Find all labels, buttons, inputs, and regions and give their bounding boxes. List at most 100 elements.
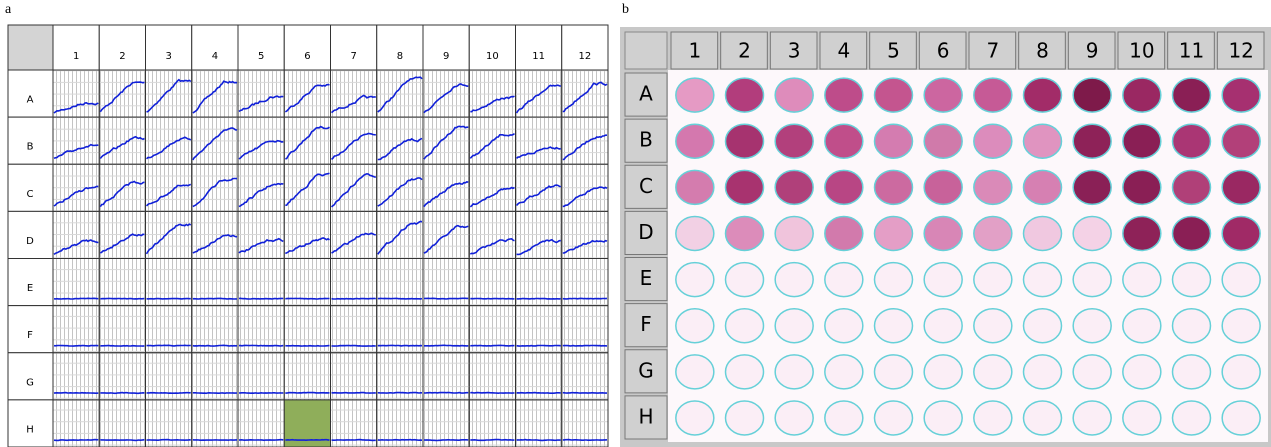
well bbox=[1173, 309, 1211, 343]
column-header bbox=[238, 25, 284, 70]
well bbox=[1073, 355, 1111, 389]
well bbox=[1123, 124, 1161, 158]
well bbox=[1173, 401, 1211, 435]
trace bbox=[100, 298, 144, 299]
trace bbox=[100, 393, 144, 394]
well bbox=[1173, 78, 1211, 112]
well bbox=[676, 355, 714, 389]
well bbox=[726, 170, 764, 204]
row-label: C bbox=[639, 174, 653, 198]
trace bbox=[193, 345, 237, 346]
column-label: 5 bbox=[887, 39, 900, 63]
row-label: F bbox=[640, 312, 652, 336]
column-label: 11 bbox=[532, 51, 545, 62]
well bbox=[875, 124, 913, 158]
well bbox=[825, 401, 863, 435]
trace bbox=[147, 345, 191, 346]
well bbox=[875, 78, 913, 112]
well bbox=[1123, 170, 1161, 204]
trace bbox=[424, 345, 468, 346]
well bbox=[875, 216, 913, 250]
trace bbox=[54, 440, 98, 441]
well bbox=[974, 216, 1012, 250]
well bbox=[1123, 78, 1161, 112]
well bbox=[825, 216, 863, 250]
well-cell bbox=[146, 211, 192, 258]
well bbox=[1024, 124, 1062, 158]
well bbox=[825, 263, 863, 297]
well bbox=[726, 355, 764, 389]
column-header bbox=[377, 25, 423, 70]
well bbox=[1073, 216, 1111, 250]
column-label: 12 bbox=[1228, 39, 1253, 63]
well bbox=[676, 263, 714, 297]
well bbox=[775, 216, 813, 250]
well bbox=[924, 78, 962, 112]
trace bbox=[332, 346, 376, 347]
column-label: 4 bbox=[212, 51, 218, 62]
well bbox=[1024, 216, 1062, 250]
column-label: 3 bbox=[165, 51, 171, 62]
well bbox=[1073, 263, 1111, 297]
trace bbox=[378, 440, 422, 441]
row-label: D bbox=[638, 220, 653, 244]
trace bbox=[470, 440, 514, 441]
corner-cell bbox=[8, 25, 53, 70]
well bbox=[775, 263, 813, 297]
well bbox=[974, 355, 1012, 389]
well-cell bbox=[146, 164, 192, 211]
trace bbox=[285, 393, 329, 394]
well bbox=[1123, 309, 1161, 343]
column-label: 4 bbox=[837, 39, 850, 63]
trace bbox=[239, 440, 283, 441]
column-label: 1 bbox=[688, 39, 701, 63]
well bbox=[676, 78, 714, 112]
well bbox=[974, 309, 1012, 343]
well-cell bbox=[331, 164, 377, 211]
panel-label: a bbox=[5, 2, 12, 17]
well bbox=[775, 170, 813, 204]
well-area bbox=[668, 70, 1268, 442]
well-cell bbox=[99, 70, 145, 117]
well bbox=[1222, 355, 1260, 389]
trace bbox=[147, 440, 191, 441]
column-label: 12 bbox=[579, 51, 592, 62]
well bbox=[1073, 401, 1111, 435]
column-label: 8 bbox=[1036, 39, 1049, 63]
well bbox=[924, 124, 962, 158]
trace bbox=[563, 298, 607, 299]
trace bbox=[332, 393, 376, 394]
figure: a 123456789101112ABCDEFGH b 123456789101… bbox=[0, 0, 1271, 447]
well bbox=[726, 124, 764, 158]
row-label: A bbox=[639, 82, 653, 106]
well bbox=[775, 124, 813, 158]
well bbox=[875, 309, 913, 343]
well-cell bbox=[516, 164, 562, 211]
well bbox=[974, 78, 1012, 112]
well-cell bbox=[53, 117, 99, 164]
well bbox=[1173, 170, 1211, 204]
row-label: E bbox=[27, 283, 33, 294]
column-label: 10 bbox=[486, 51, 499, 62]
well bbox=[924, 355, 962, 389]
well bbox=[1222, 170, 1260, 204]
well-cell bbox=[99, 117, 145, 164]
trace bbox=[517, 346, 561, 347]
column-label: 2 bbox=[119, 51, 125, 62]
well bbox=[1173, 124, 1211, 158]
column-label: 6 bbox=[304, 51, 310, 62]
column-label: 5 bbox=[258, 51, 264, 62]
row-header bbox=[8, 259, 53, 306]
corner-cell bbox=[625, 32, 667, 69]
column-header bbox=[192, 25, 238, 70]
well bbox=[974, 263, 1012, 297]
well-cell bbox=[238, 164, 284, 211]
column-label: 6 bbox=[937, 39, 950, 63]
trace bbox=[332, 298, 376, 299]
well bbox=[924, 309, 962, 343]
well-cell bbox=[238, 70, 284, 117]
row-header bbox=[8, 400, 53, 447]
trace bbox=[424, 298, 468, 299]
well bbox=[676, 170, 714, 204]
well bbox=[875, 355, 913, 389]
